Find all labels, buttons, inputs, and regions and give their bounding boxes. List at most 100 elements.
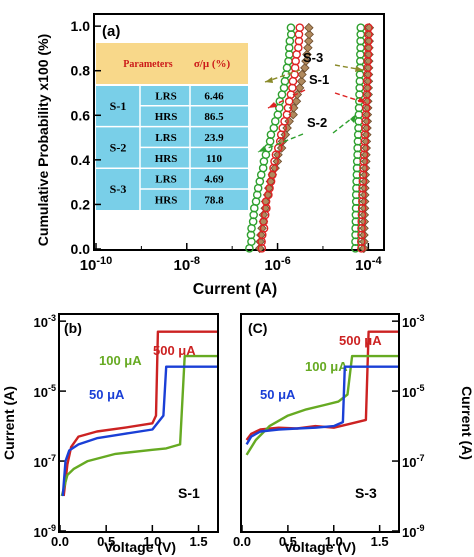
panel-b-frame	[58, 313, 219, 533]
x-tick-label: 1.0	[325, 534, 343, 549]
y-tick-label: 10-5	[402, 383, 424, 400]
iv-curve-50ua	[245, 365, 398, 446]
arrowhead-s1-left	[268, 102, 277, 108]
data-point-s-3	[303, 42, 313, 53]
table-value: 6.46	[204, 90, 224, 102]
table-state: LRS	[155, 174, 176, 186]
data-point-s-1	[364, 23, 373, 33]
y-tick-label-a: 0.2	[71, 196, 91, 212]
x-tick-label: 1.0	[143, 534, 161, 549]
data-point-s-2	[255, 177, 265, 186]
data-point-s-3	[302, 49, 312, 60]
table-state: LRS	[155, 90, 176, 102]
data-point-s-3	[257, 223, 267, 234]
panel-c-corner-label: S-3	[355, 485, 377, 501]
table-state: LRS	[155, 132, 176, 144]
y-tick-label-a: 0.0	[71, 241, 91, 257]
data-point-s-3	[294, 83, 305, 93]
data-point-s-2	[251, 197, 261, 206]
x-tick-label: 1.5	[371, 534, 389, 549]
sigma-mu-table: Parameters σ/μ (%) LRS 6.46 S-1 HRS 86.5 LRS 2…	[96, 43, 248, 210]
compliance-label: 50 μA	[89, 387, 125, 402]
panel-c-ylabel: Current (A)	[459, 386, 474, 460]
table-state: HRS	[155, 194, 178, 206]
table-header-parameters: Parameters	[123, 59, 173, 70]
arrow-heads	[258, 66, 366, 152]
y-tick-label-a: 0.4	[71, 152, 91, 168]
panel-a: (a) Parameters σ/μ (%) LRS 6.46 S-1 HRS 86.5…	[35, 13, 385, 298]
panel-a-frame	[93, 13, 385, 251]
x-tick-label-a: 10-10	[80, 255, 113, 274]
data-point-s-3	[254, 243, 265, 254]
panel-c-label: (C)	[248, 320, 267, 336]
data-point-s-3	[359, 243, 369, 254]
table-value: 110	[206, 153, 222, 165]
arrowhead-s3-right	[355, 66, 363, 72]
compliance-label: 100 μA	[99, 353, 142, 368]
x-tick-label: 0.5	[279, 534, 297, 549]
y-tick-label: 10-5	[34, 383, 56, 400]
x-tick-label-a: 10-8	[174, 255, 200, 274]
data-point-s-1	[295, 23, 305, 33]
arrow-s3-left	[264, 69, 301, 83]
annotation-s3: S-3	[303, 50, 323, 65]
table-value: 86.5	[204, 111, 224, 123]
y-tick-label: 10-3	[34, 313, 56, 330]
x-tick-label-a: 10-6	[264, 255, 290, 274]
table-state: HRS	[155, 111, 178, 123]
iv-curve-50ua	[61, 365, 217, 497]
iv-curve-100ua	[60, 354, 217, 497]
table-sample: S-3	[110, 182, 127, 196]
compliance-label: 500 μA	[339, 333, 382, 348]
arrow-s3-right	[334, 64, 364, 71]
compliance-label: 500 μA	[153, 343, 196, 358]
x-tick-label: 0.5	[97, 534, 115, 549]
arrowhead-s3-left	[265, 77, 273, 83]
data-point-s-3	[258, 210, 269, 220]
panel-a-label: (a)	[102, 23, 120, 40]
x-tick-label: 1.5	[189, 534, 207, 549]
x-tick-label-a: 10-4	[355, 255, 382, 274]
panel-a-xlabel: Current (A)	[193, 281, 277, 298]
compliance-label: 100 μA	[305, 359, 348, 374]
panel-c-xlabel: Voltage (V)	[284, 539, 356, 555]
iv-curve-500ua	[245, 330, 398, 441]
y-tick-label: 10-3	[402, 313, 424, 330]
data-point-s-3	[301, 56, 311, 66]
y-tick-label: 10-9	[402, 523, 424, 540]
y-tick-label: 10-7	[34, 453, 56, 470]
data-point-s-3	[303, 36, 314, 46]
data-point-s-3	[297, 69, 307, 80]
table-sample: S-1	[110, 99, 127, 113]
panel-b: (b) S-1 10-9 10-7 10-5 10-3 0.0 0.5 1.0 1.5 500 …	[1, 313, 219, 555]
compliance-label: 50 μA	[260, 387, 296, 402]
y-tick-label: 10-9	[34, 523, 56, 540]
panel-b-ylabel: Current (A)	[1, 386, 17, 460]
table-header-bg	[96, 43, 248, 85]
y-tick-label-a: 1.0	[71, 18, 91, 34]
table-state: HRS	[155, 153, 178, 165]
y-tick-label-a: 0.8	[71, 63, 91, 79]
table-value: 4.69	[204, 174, 224, 186]
arrowhead-s2-right	[350, 115, 356, 123]
panel-b-corner-label: S-1	[178, 485, 200, 501]
y-tick-label-a: 0.6	[71, 107, 91, 123]
table-value: 78.8	[204, 194, 224, 206]
panel-b-xlabel: Voltage (V)	[104, 539, 176, 555]
arrowhead-s2-left	[258, 146, 267, 152]
data-point-s-3	[304, 22, 314, 33]
data-point-s-3	[300, 63, 310, 73]
panel-c: (C) S-3 10-9 10-7 10-5 10-3 0.0 0.5 1.0 1.5 500 …	[233, 313, 474, 555]
data-point-s-3	[296, 76, 307, 86]
data-point-s-3	[291, 96, 302, 107]
table-value: 23.9	[204, 132, 224, 144]
x-tick-label: 0.0	[233, 534, 251, 549]
x-tick-label: 0.0	[51, 534, 69, 549]
data-point-s-3	[256, 230, 266, 240]
y-tick-label: 10-7	[402, 453, 424, 470]
table-header-sigma: σ/μ (%)	[194, 58, 231, 70]
data-point-s-3	[272, 156, 283, 167]
annotation-s2: S-2	[307, 115, 327, 130]
arrowhead-s1-right	[358, 97, 366, 103]
